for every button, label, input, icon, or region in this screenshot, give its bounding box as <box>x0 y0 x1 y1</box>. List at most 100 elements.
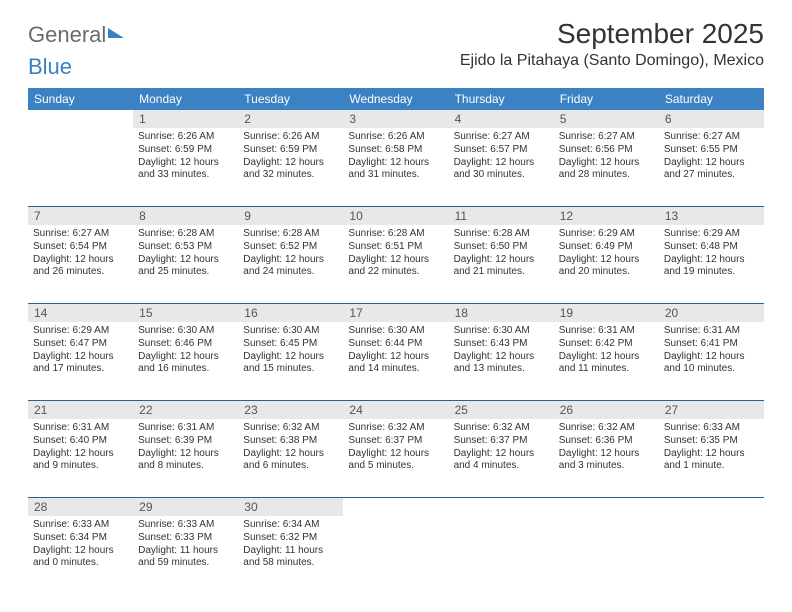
weekday-label: Sunday <box>28 88 133 110</box>
day-cell: Sunrise: 6:30 AMSunset: 6:44 PMDaylight:… <box>343 322 448 400</box>
day-number: 27 <box>659 401 764 419</box>
day-number: 13 <box>659 207 764 225</box>
sunset-text: Sunset: 6:59 PM <box>243 144 338 157</box>
day-cell: Sunrise: 6:32 AMSunset: 6:38 PMDaylight:… <box>238 419 343 497</box>
sunset-text: Sunset: 6:38 PM <box>243 435 338 448</box>
day-number <box>343 498 448 516</box>
day-cell: Sunrise: 6:26 AMSunset: 6:58 PMDaylight:… <box>343 128 448 206</box>
daylight-text: Daylight: 12 hours and 20 minutes. <box>559 254 654 280</box>
sunset-text: Sunset: 6:33 PM <box>138 532 233 545</box>
sunrise-text: Sunrise: 6:30 AM <box>454 325 549 338</box>
week-row: Sunrise: 6:26 AMSunset: 6:59 PMDaylight:… <box>28 128 764 207</box>
day-cell: Sunrise: 6:31 AMSunset: 6:41 PMDaylight:… <box>659 322 764 400</box>
sunset-text: Sunset: 6:35 PM <box>664 435 759 448</box>
sunrise-text: Sunrise: 6:31 AM <box>138 422 233 435</box>
day-number: 2 <box>238 110 343 128</box>
sunset-text: Sunset: 6:43 PM <box>454 338 549 351</box>
day-number: 21 <box>28 401 133 419</box>
day-number <box>28 110 133 128</box>
day-cell <box>659 516 764 594</box>
sunrise-text: Sunrise: 6:30 AM <box>243 325 338 338</box>
sunrise-text: Sunrise: 6:31 AM <box>559 325 654 338</box>
sunrise-text: Sunrise: 6:27 AM <box>664 131 759 144</box>
day-cell: Sunrise: 6:33 AMSunset: 6:35 PMDaylight:… <box>659 419 764 497</box>
sunrise-text: Sunrise: 6:29 AM <box>559 228 654 241</box>
day-number: 15 <box>133 304 238 322</box>
daylight-text: Daylight: 11 hours and 59 minutes. <box>138 545 233 571</box>
daylight-text: Daylight: 12 hours and 24 minutes. <box>243 254 338 280</box>
day-cell: Sunrise: 6:26 AMSunset: 6:59 PMDaylight:… <box>133 128 238 206</box>
sunrise-text: Sunrise: 6:27 AM <box>454 131 549 144</box>
weekday-label: Saturday <box>659 88 764 110</box>
day-cell: Sunrise: 6:27 AMSunset: 6:56 PMDaylight:… <box>554 128 659 206</box>
day-cell: Sunrise: 6:28 AMSunset: 6:51 PMDaylight:… <box>343 225 448 303</box>
day-cell: Sunrise: 6:29 AMSunset: 6:47 PMDaylight:… <box>28 322 133 400</box>
day-cell <box>343 516 448 594</box>
sunset-text: Sunset: 6:55 PM <box>664 144 759 157</box>
daylight-text: Daylight: 12 hours and 0 minutes. <box>33 545 128 571</box>
daylight-text: Daylight: 12 hours and 16 minutes. <box>138 351 233 377</box>
sunrise-text: Sunrise: 6:32 AM <box>559 422 654 435</box>
weekday-label: Wednesday <box>343 88 448 110</box>
day-cell: Sunrise: 6:32 AMSunset: 6:36 PMDaylight:… <box>554 419 659 497</box>
daylight-text: Daylight: 12 hours and 1 minute. <box>664 448 759 474</box>
sunset-text: Sunset: 6:44 PM <box>348 338 443 351</box>
day-number: 20 <box>659 304 764 322</box>
day-number: 24 <box>343 401 448 419</box>
daylight-text: Daylight: 12 hours and 25 minutes. <box>138 254 233 280</box>
sunset-text: Sunset: 6:37 PM <box>348 435 443 448</box>
day-number: 26 <box>554 401 659 419</box>
weekday-header: SundayMondayTuesdayWednesdayThursdayFrid… <box>28 88 764 110</box>
sunset-text: Sunset: 6:45 PM <box>243 338 338 351</box>
weekday-label: Thursday <box>449 88 554 110</box>
day-number <box>554 498 659 516</box>
day-number: 4 <box>449 110 554 128</box>
day-cell: Sunrise: 6:31 AMSunset: 6:42 PMDaylight:… <box>554 322 659 400</box>
sunrise-text: Sunrise: 6:33 AM <box>138 519 233 532</box>
sunset-text: Sunset: 6:47 PM <box>33 338 128 351</box>
sunrise-text: Sunrise: 6:32 AM <box>243 422 338 435</box>
day-number: 9 <box>238 207 343 225</box>
day-number: 25 <box>449 401 554 419</box>
day-number: 22 <box>133 401 238 419</box>
weeks-container: 123456Sunrise: 6:26 AMSunset: 6:59 PMDay… <box>28 110 764 594</box>
daylight-text: Daylight: 12 hours and 14 minutes. <box>348 351 443 377</box>
day-cell <box>449 516 554 594</box>
sunrise-text: Sunrise: 6:30 AM <box>348 325 443 338</box>
sunrise-text: Sunrise: 6:31 AM <box>33 422 128 435</box>
daylight-text: Daylight: 12 hours and 4 minutes. <box>454 448 549 474</box>
day-number: 6 <box>659 110 764 128</box>
sunrise-text: Sunrise: 6:28 AM <box>454 228 549 241</box>
sunrise-text: Sunrise: 6:32 AM <box>348 422 443 435</box>
sunrise-text: Sunrise: 6:28 AM <box>138 228 233 241</box>
daylight-text: Daylight: 12 hours and 3 minutes. <box>559 448 654 474</box>
day-number: 11 <box>449 207 554 225</box>
sunset-text: Sunset: 6:42 PM <box>559 338 654 351</box>
day-cell: Sunrise: 6:30 AMSunset: 6:43 PMDaylight:… <box>449 322 554 400</box>
daylight-text: Daylight: 12 hours and 26 minutes. <box>33 254 128 280</box>
day-cell: Sunrise: 6:26 AMSunset: 6:59 PMDaylight:… <box>238 128 343 206</box>
sunrise-text: Sunrise: 6:33 AM <box>664 422 759 435</box>
daylight-text: Daylight: 12 hours and 21 minutes. <box>454 254 549 280</box>
day-cell: Sunrise: 6:28 AMSunset: 6:53 PMDaylight:… <box>133 225 238 303</box>
day-cell: Sunrise: 6:28 AMSunset: 6:52 PMDaylight:… <box>238 225 343 303</box>
sunset-text: Sunset: 6:49 PM <box>559 241 654 254</box>
sunrise-text: Sunrise: 6:32 AM <box>454 422 549 435</box>
day-cell: Sunrise: 6:34 AMSunset: 6:32 PMDaylight:… <box>238 516 343 594</box>
sunset-text: Sunset: 6:58 PM <box>348 144 443 157</box>
day-cell: Sunrise: 6:31 AMSunset: 6:39 PMDaylight:… <box>133 419 238 497</box>
location: Ejido la Pitahaya (Santo Domingo), Mexic… <box>460 52 764 70</box>
sunset-text: Sunset: 6:53 PM <box>138 241 233 254</box>
sunrise-text: Sunrise: 6:27 AM <box>33 228 128 241</box>
daylight-text: Daylight: 12 hours and 31 minutes. <box>348 157 443 183</box>
day-number-row: 21222324252627 <box>28 401 764 419</box>
daylight-text: Daylight: 11 hours and 58 minutes. <box>243 545 338 571</box>
daylight-text: Daylight: 12 hours and 30 minutes. <box>454 157 549 183</box>
calendar-page: General September 2025 Ejido la Pitahaya… <box>0 0 792 604</box>
day-cell: Sunrise: 6:31 AMSunset: 6:40 PMDaylight:… <box>28 419 133 497</box>
daylight-text: Daylight: 12 hours and 9 minutes. <box>33 448 128 474</box>
daylight-text: Daylight: 12 hours and 28 minutes. <box>559 157 654 183</box>
day-number <box>449 498 554 516</box>
day-number: 7 <box>28 207 133 225</box>
sunrise-text: Sunrise: 6:31 AM <box>664 325 759 338</box>
